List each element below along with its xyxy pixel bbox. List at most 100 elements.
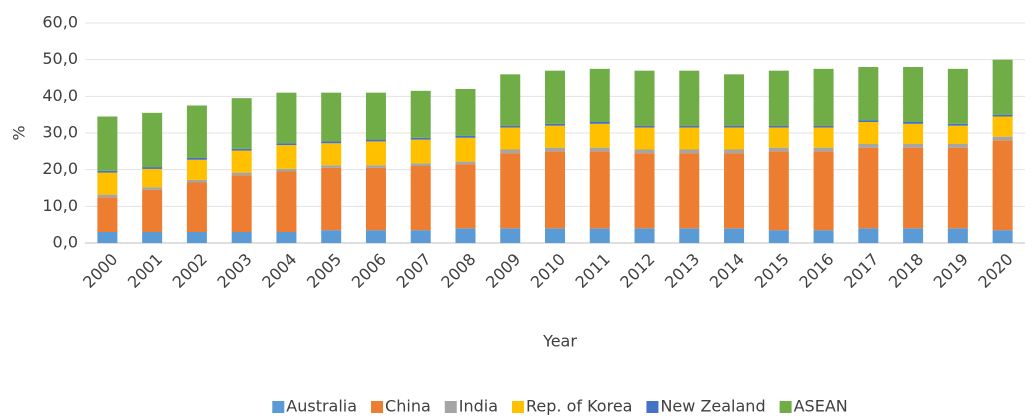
bar-segment bbox=[410, 139, 431, 164]
bar-segment bbox=[545, 125, 565, 148]
bar-segment bbox=[589, 151, 610, 229]
bar-segment bbox=[365, 230, 386, 243]
bar-segment bbox=[365, 92, 386, 140]
bar-segment bbox=[679, 153, 700, 229]
legend-label: ASEAN bbox=[794, 397, 848, 416]
bar-segment bbox=[365, 167, 386, 231]
bar-segment bbox=[992, 140, 1013, 231]
x-tick-label: 2017 bbox=[840, 250, 882, 292]
y-tick-label: 20,0 bbox=[42, 159, 78, 178]
x-tick-label: 2010 bbox=[527, 250, 569, 292]
x-tick-label: 2005 bbox=[303, 250, 345, 292]
bar-segment bbox=[858, 228, 879, 243]
bar-segment bbox=[97, 116, 118, 171]
bar-segment bbox=[679, 127, 700, 150]
x-axis-label: Year bbox=[542, 332, 577, 351]
legend-swatch bbox=[512, 401, 525, 413]
bar-segment bbox=[903, 147, 924, 229]
legend-swatch bbox=[779, 401, 792, 413]
bar-segment bbox=[858, 144, 879, 148]
bar-segment bbox=[231, 148, 252, 151]
bar-segment bbox=[768, 70, 789, 126]
bar-segment bbox=[500, 125, 521, 128]
legend-label: India bbox=[459, 397, 498, 416]
bar-segment bbox=[455, 164, 476, 229]
bar-segment bbox=[947, 68, 968, 124]
x-tick-label: 2011 bbox=[572, 250, 614, 292]
legend-label: Rep. of Korea bbox=[526, 397, 632, 416]
x-tick-label: 2015 bbox=[751, 250, 793, 292]
bar-segment bbox=[545, 228, 565, 243]
bar-segment bbox=[903, 67, 924, 122]
x-tick-label: 2007 bbox=[392, 250, 434, 292]
bar-segment bbox=[365, 141, 386, 166]
bar-segment bbox=[903, 122, 924, 124]
legend-label: New Zealand bbox=[660, 397, 765, 416]
x-tick-label: 2004 bbox=[258, 250, 300, 292]
bar-segment bbox=[634, 125, 655, 128]
bar-segment bbox=[679, 228, 700, 243]
bar-segment bbox=[545, 147, 565, 152]
bar-segment bbox=[186, 232, 207, 243]
x-tick-label: 2009 bbox=[482, 250, 524, 292]
bar-segment bbox=[858, 67, 879, 121]
bar-segment bbox=[947, 147, 968, 229]
bar-segment bbox=[276, 171, 297, 232]
bar-segment bbox=[321, 92, 342, 142]
bar-segment bbox=[186, 179, 207, 183]
bar-segment bbox=[410, 163, 431, 166]
bar-segment bbox=[634, 228, 655, 243]
bar-segment bbox=[724, 74, 745, 126]
bar-segment bbox=[321, 143, 342, 166]
bar-segment bbox=[992, 114, 1013, 117]
bar-segment bbox=[724, 127, 745, 150]
bar-segment bbox=[455, 135, 476, 138]
y-tick-label: 60,0 bbox=[42, 13, 78, 32]
x-tick-label: 2003 bbox=[213, 250, 255, 292]
legend-swatch bbox=[371, 401, 384, 413]
bar-segment bbox=[903, 228, 924, 243]
bar-segment bbox=[231, 150, 252, 173]
x-tick-label: 2001 bbox=[124, 250, 166, 292]
bar-segment bbox=[455, 161, 476, 165]
bar-segment bbox=[276, 232, 297, 243]
bar-segment bbox=[947, 228, 968, 243]
bar-segment bbox=[813, 230, 834, 243]
bar-segment bbox=[724, 149, 745, 154]
bar-segment bbox=[768, 125, 789, 128]
bar-segment bbox=[97, 232, 118, 243]
bar-segment bbox=[634, 127, 655, 150]
bar-segment bbox=[231, 98, 252, 149]
bar-segment bbox=[679, 149, 700, 154]
x-tick-label: 2006 bbox=[348, 250, 390, 292]
bar-segment bbox=[142, 232, 163, 243]
bar-segment bbox=[186, 159, 207, 180]
bar-segment bbox=[365, 139, 386, 142]
bar-segment bbox=[947, 125, 968, 144]
bar-segment bbox=[186, 157, 207, 160]
y-tick-label: 40,0 bbox=[42, 86, 78, 105]
bar-segment bbox=[947, 144, 968, 148]
y-tick-label: 50,0 bbox=[42, 49, 78, 68]
bar-segment bbox=[410, 137, 431, 140]
bar-segment bbox=[545, 151, 565, 229]
bar-segment bbox=[231, 172, 252, 176]
bar-segment bbox=[813, 147, 834, 152]
bar-segment bbox=[276, 143, 297, 146]
legend-swatch bbox=[444, 401, 457, 413]
legend-swatch bbox=[646, 401, 659, 413]
bar-segment bbox=[455, 137, 476, 162]
y-axis-label: % bbox=[10, 125, 29, 140]
y-tick-label: 10,0 bbox=[42, 196, 78, 215]
bar-segment bbox=[276, 145, 297, 169]
bar-segment bbox=[142, 189, 163, 232]
bar-segment bbox=[321, 230, 342, 243]
bar-segment bbox=[858, 120, 879, 122]
bar-segment bbox=[679, 125, 700, 128]
x-tick-label: 2000 bbox=[79, 250, 121, 292]
bar-segment bbox=[97, 172, 118, 195]
bar-segment bbox=[500, 127, 521, 150]
bar-segment bbox=[276, 92, 297, 144]
bar-segment bbox=[813, 151, 834, 231]
bar-segment bbox=[321, 167, 342, 231]
